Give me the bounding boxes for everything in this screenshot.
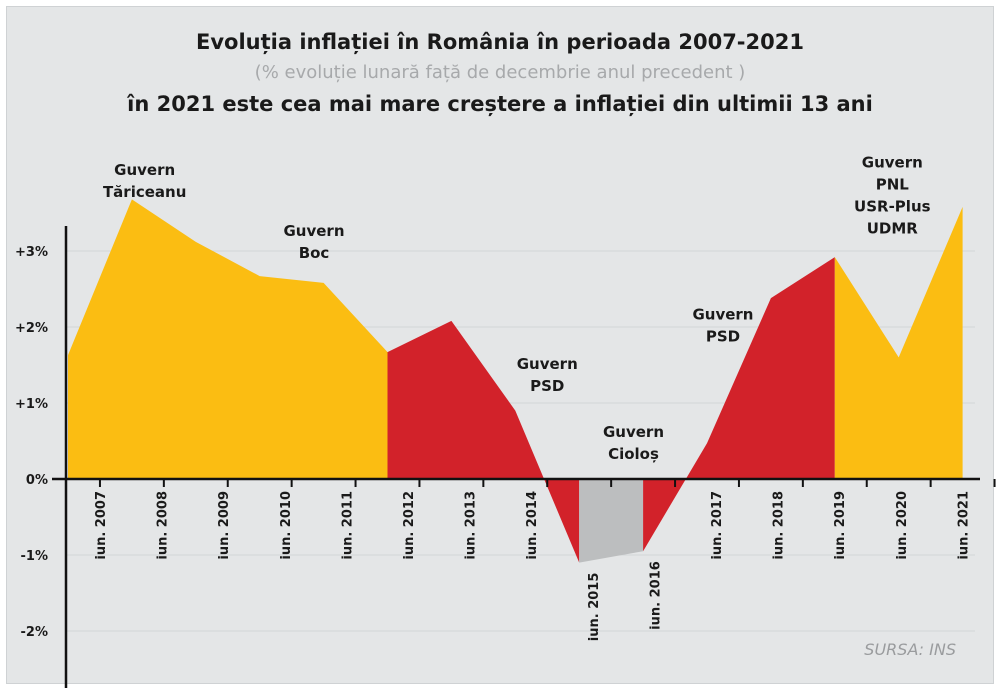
x-tick-label: iun. 2019 — [833, 491, 848, 560]
government-label: Cioloș — [608, 445, 659, 463]
chart-title: Evoluția inflației în România în perioad… — [196, 30, 804, 54]
x-tick-label: iun. 2018 — [772, 491, 787, 560]
government-label: Guvern — [692, 305, 753, 323]
x-tick-label: iun. 2008 — [156, 491, 171, 560]
x-tick-label: iun. 2013 — [464, 491, 479, 560]
chart-headline: în 2021 este cea mai mare creștere a inf… — [127, 92, 873, 116]
x-tick-label: iun. 2009 — [217, 491, 232, 560]
government-label: Guvern — [283, 222, 344, 240]
government-label: Guvern — [862, 153, 923, 171]
x-tick-label: iun. 2014 — [525, 491, 540, 560]
x-tick-label: iun. 2020 — [895, 491, 910, 560]
y-tick-label: +1% — [15, 397, 48, 412]
y-tick-label: -1% — [21, 549, 48, 564]
area-segment — [834, 206, 963, 480]
x-tick-label: iun. 2011 — [340, 491, 355, 560]
chart-subtitle: (% evoluție lunară față de decembrie anu… — [254, 62, 746, 83]
government-label: PNL — [876, 175, 910, 193]
x-tick-label: iun. 2015 — [587, 573, 602, 642]
area-segment — [68, 199, 388, 479]
source-note: SURSA: INS — [864, 640, 956, 659]
x-tick-label: iun. 2016 — [648, 561, 663, 630]
y-tick-label: 0% — [26, 473, 48, 488]
government-label: PSD — [530, 377, 564, 395]
x-tick-label: iun. 2012 — [402, 491, 417, 560]
x-tick-label: iun. 2021 — [956, 491, 971, 560]
area-segment — [579, 479, 644, 563]
government-label: Guvern — [603, 423, 664, 441]
y-tick-label: +2% — [15, 321, 48, 336]
area-segment — [387, 320, 580, 563]
government-label: Guvern — [517, 355, 578, 373]
government-label: PSD — [706, 327, 740, 345]
area-segment — [643, 257, 835, 552]
government-label: USR-Plus — [854, 197, 931, 215]
x-tick-label: iun. 2010 — [279, 491, 294, 560]
government-label: Tăriceanu — [103, 183, 186, 201]
government-label: UDMR — [867, 219, 919, 237]
x-tick-label: iun. 2007 — [94, 491, 109, 560]
government-label: Guvern — [114, 161, 175, 179]
y-tick-label: +3% — [15, 245, 48, 260]
y-tick-label: -2% — [21, 625, 48, 640]
x-tick-label: iun. 2017 — [710, 491, 725, 560]
government-label: Boc — [299, 244, 330, 262]
